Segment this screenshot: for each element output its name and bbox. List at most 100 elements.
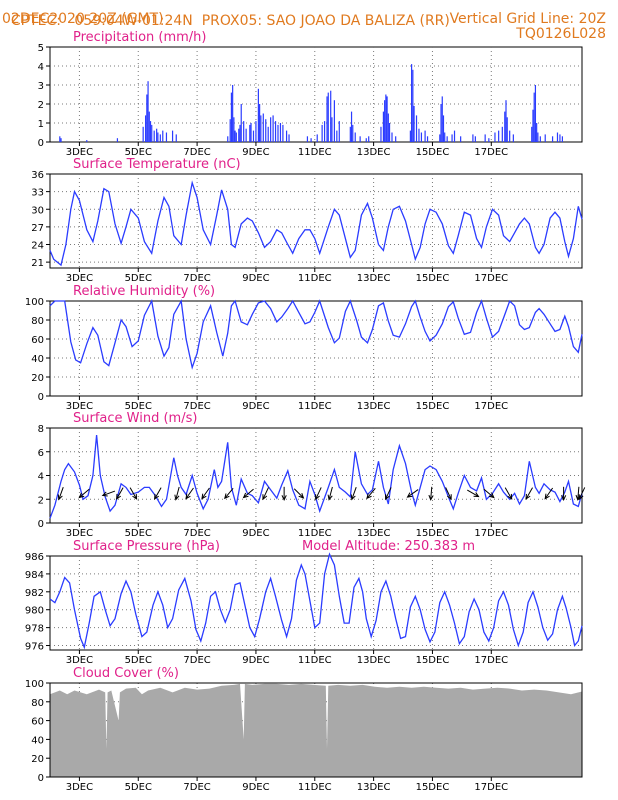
precip-bar bbox=[446, 136, 448, 142]
x-tick-label: 11DEC bbox=[298, 147, 332, 158]
precip-bar bbox=[257, 88, 259, 142]
wind-arrow-shaft bbox=[315, 487, 322, 500]
y-tick-label: 1 bbox=[38, 119, 44, 130]
plot-frame bbox=[49, 555, 583, 651]
y-tick-label: 976 bbox=[25, 642, 44, 653]
wind-arrow bbox=[428, 486, 434, 501]
panel-title: Precipitation (mm/h) bbox=[73, 30, 206, 45]
precip-bar bbox=[240, 104, 242, 142]
precip-bar bbox=[440, 104, 442, 142]
wind-arrow-shaft bbox=[293, 488, 304, 499]
wind-arrow bbox=[293, 488, 305, 499]
precip-bar bbox=[349, 126, 351, 142]
precip-bar bbox=[282, 124, 284, 142]
x-tick-label: 5DEC bbox=[125, 401, 152, 412]
x-tick-label: 11DEC bbox=[298, 273, 332, 284]
precip-bar bbox=[171, 130, 174, 142]
y-tick-label: 20 bbox=[31, 754, 44, 765]
precip-bar bbox=[306, 136, 309, 142]
y-tick-label: 2 bbox=[38, 100, 44, 111]
wind-arrow-shaft bbox=[129, 487, 138, 500]
wind-arrow bbox=[385, 487, 392, 501]
precip-bar bbox=[239, 124, 241, 142]
precip-bar bbox=[148, 111, 150, 142]
precip-bar bbox=[229, 119, 231, 142]
wind-arrow-shaft bbox=[504, 487, 513, 500]
precip-bar bbox=[501, 126, 503, 142]
precip-bar bbox=[159, 134, 161, 142]
precip-bar bbox=[288, 134, 290, 142]
precip-bar bbox=[415, 115, 418, 142]
x-tick-label: 17DEC bbox=[474, 528, 508, 539]
precip-bar bbox=[354, 132, 356, 142]
precip-bar bbox=[249, 124, 251, 142]
wind-arrow bbox=[174, 486, 180, 501]
wind-arrow bbox=[129, 487, 138, 500]
series-line bbox=[49, 552, 583, 650]
y-tick-label: 0 bbox=[38, 519, 44, 530]
wind-arrow-head bbox=[185, 493, 191, 500]
series-line bbox=[49, 180, 583, 267]
precip-bar bbox=[494, 132, 496, 142]
precip-bar bbox=[488, 138, 490, 142]
y-tick-label: 0 bbox=[38, 773, 44, 784]
wind-arrow-shaft bbox=[351, 487, 357, 500]
coords-label: 059:04W-01:24N bbox=[74, 13, 193, 29]
wind-arrow-shaft bbox=[58, 487, 64, 500]
precip-bar bbox=[532, 109, 534, 142]
wind-arrow-head bbox=[385, 494, 390, 501]
precip-bar bbox=[387, 113, 389, 142]
wind-arrow-head bbox=[406, 492, 413, 498]
wind-arrow-head bbox=[446, 494, 452, 501]
precip-bar bbox=[265, 119, 267, 142]
precip-bar bbox=[534, 85, 537, 142]
precip-bar bbox=[162, 130, 164, 142]
wind-arrow-shaft bbox=[544, 487, 554, 499]
wind-arrow bbox=[366, 488, 376, 500]
wind-arrow-head bbox=[224, 493, 230, 500]
precip-bar bbox=[333, 100, 335, 142]
precip-bar bbox=[536, 123, 538, 142]
wind-arrow bbox=[101, 490, 116, 497]
y-tick-label: 30 bbox=[31, 205, 44, 216]
wind-arrow bbox=[327, 486, 333, 501]
precip-bar bbox=[413, 105, 415, 142]
panel-title: Relative Humidity (%) bbox=[73, 284, 215, 299]
x-tick-label: 15DEC bbox=[416, 782, 450, 793]
precip-bar bbox=[272, 115, 274, 142]
precip-bar bbox=[512, 134, 514, 142]
datetime-label: 02DEC2020 20Z (GMT) bbox=[2, 11, 164, 27]
wind-arrow-shaft bbox=[102, 490, 116, 497]
precip-bar bbox=[151, 124, 153, 142]
precip-bar bbox=[260, 115, 262, 142]
x-tick-label: 9DEC bbox=[242, 655, 269, 666]
x-tick-label: 7DEC bbox=[183, 528, 210, 539]
x-tick-label: 17DEC bbox=[474, 273, 508, 284]
x-tick-label: 11DEC bbox=[298, 528, 332, 539]
run-id-label: TQ0126L028 bbox=[516, 26, 606, 42]
y-tick-label: 80 bbox=[31, 698, 44, 709]
precip-bar bbox=[277, 124, 279, 142]
y-tick-label: 40 bbox=[31, 735, 44, 746]
wind-arrow bbox=[315, 487, 322, 501]
precip-bar bbox=[230, 92, 233, 142]
wind-arrow-shaft bbox=[328, 486, 333, 500]
source-label: CPTEC: bbox=[10, 13, 62, 29]
grid-note-label: Vertical Grid Line: 20Z bbox=[449, 11, 606, 27]
precip-bar bbox=[262, 113, 264, 142]
x-tick-label: 3DEC bbox=[66, 655, 93, 666]
wind-arrow-shaft bbox=[467, 489, 479, 497]
precip-bar bbox=[350, 111, 353, 142]
precip-bar bbox=[384, 100, 386, 142]
x-tick-label: 11DEC bbox=[298, 655, 332, 666]
y-tick-label: 24 bbox=[31, 241, 44, 252]
panel-2: Surface Temperature (nC) 21 24 27 30 33 36 3DEC… bbox=[31, 157, 583, 284]
x-tick-label: 13DEC bbox=[357, 782, 391, 793]
precip-bar bbox=[153, 130, 155, 142]
precip-bar bbox=[86, 140, 88, 142]
series-line bbox=[49, 298, 583, 370]
x-tick-label: 3DEC bbox=[66, 528, 93, 539]
wind-arrow-shaft bbox=[385, 487, 392, 500]
x-tick-label: 15DEC bbox=[416, 655, 450, 666]
precip-bar bbox=[506, 117, 508, 142]
